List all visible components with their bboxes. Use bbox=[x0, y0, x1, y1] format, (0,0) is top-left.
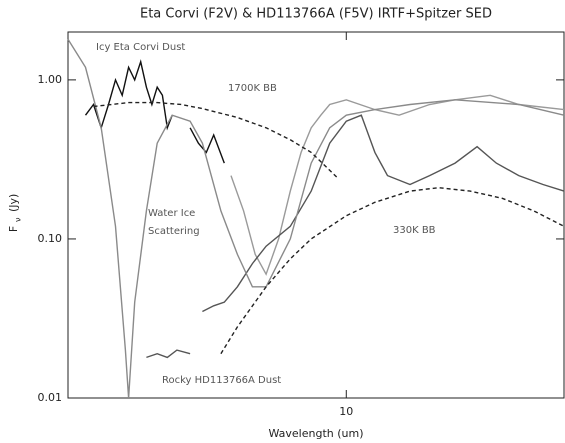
series-line bbox=[220, 186, 565, 355]
series-line bbox=[230, 94, 565, 276]
y-label-unit: (Jy) bbox=[7, 194, 20, 212]
y-label-subscript: ν bbox=[14, 217, 23, 222]
annotation: Scattering bbox=[148, 226, 200, 237]
x-axis-label: Wavelength (um) bbox=[268, 427, 363, 440]
y-axis-label: F ν (Jy) bbox=[7, 194, 23, 233]
y-label-symbol: F bbox=[7, 226, 20, 232]
y-tick-label: 0.01 bbox=[38, 391, 63, 404]
x-tick-label: 10 bbox=[339, 405, 353, 418]
annotation: 330K BB bbox=[393, 225, 436, 236]
series-line bbox=[93, 101, 339, 180]
plot-frame bbox=[67, 31, 565, 399]
annotation: Icy Eta Corvi Dust bbox=[96, 42, 185, 53]
annotation: 1700K BB bbox=[228, 83, 277, 94]
series-line bbox=[67, 38, 565, 399]
marks bbox=[67, 38, 565, 399]
chart-title: Eta Corvi (F2V) & HD113766A (F5V) IRTF+S… bbox=[140, 7, 492, 22]
series-line bbox=[84, 59, 225, 164]
y-tick-label: 1.00 bbox=[38, 73, 63, 86]
y-tick-label: 0.10 bbox=[38, 232, 63, 245]
annotation: Rocky HD113766A Dust bbox=[162, 375, 281, 386]
annotation: Water Ice bbox=[148, 208, 195, 219]
series-line bbox=[146, 114, 565, 359]
